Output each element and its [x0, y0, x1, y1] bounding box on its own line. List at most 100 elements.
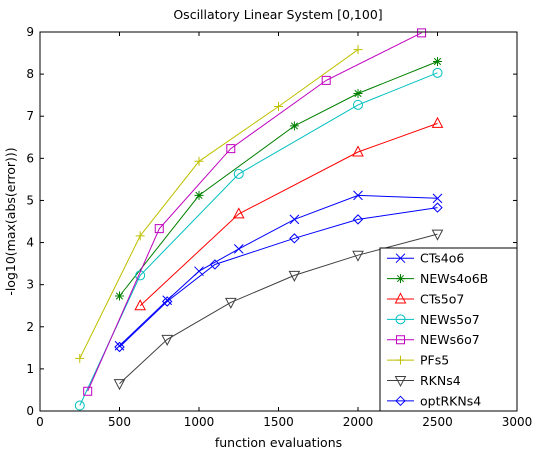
x-tick-label: 0	[36, 415, 44, 429]
y-tick-label: 1	[26, 362, 34, 376]
data-point	[353, 190, 363, 201]
data-point	[115, 291, 124, 301]
legend-item: CTs5o7	[387, 291, 464, 306]
y-tick-label: 5	[26, 193, 34, 207]
legend-item: RKNs4	[387, 373, 461, 388]
series-NEWs6o7	[83, 28, 427, 396]
data-point	[352, 214, 364, 225]
legend-label: CTs5o7	[420, 291, 464, 306]
data-point	[352, 145, 364, 157]
data-point	[135, 231, 145, 241]
legend-label: NEWs5o7	[420, 312, 480, 327]
series-layer	[74, 28, 444, 411]
data-point	[432, 202, 443, 213]
data-point	[161, 296, 173, 307]
data-point	[226, 144, 236, 154]
legend-item: PFs5	[387, 353, 449, 368]
data-point	[353, 45, 363, 55]
data-point	[154, 224, 164, 234]
data-point	[432, 67, 443, 78]
series-CTs4o6	[114, 190, 443, 351]
data-point	[431, 229, 444, 241]
legend: CTs4o6 NEWs4o6B CTs5o7 NEWs5o7 NEWs6o7 PFs5 RK…	[379, 247, 518, 412]
y-tick-label: 7	[26, 109, 34, 123]
y-tick-label: 0	[26, 404, 34, 418]
legend-label: NEWs4o6B	[420, 271, 488, 286]
plot-frame	[39, 31, 518, 412]
x-tick-label: 2500	[422, 415, 453, 429]
legend-marker	[395, 395, 406, 407]
data-point	[113, 379, 126, 391]
legend-marker	[394, 292, 407, 304]
data-point	[417, 28, 427, 38]
data-point	[114, 341, 125, 353]
data-point	[432, 193, 443, 204]
y-tick-label: 6	[26, 151, 34, 165]
legend-marker	[394, 375, 407, 388]
series-line	[119, 207, 438, 348]
data-point	[233, 168, 244, 179]
y-tick-label: 2	[26, 320, 34, 334]
data-point	[75, 353, 85, 363]
y-tick-label: 8	[26, 67, 34, 81]
chart-title: Oscillatory Linear System [0,100]	[173, 7, 382, 22]
series-line	[119, 233, 438, 384]
series-PFs5	[75, 45, 363, 363]
x-tick-label: 3000	[502, 415, 533, 429]
data-point	[289, 214, 300, 225]
data-point	[431, 116, 444, 128]
legend-label: CTs4o6	[420, 251, 464, 266]
data-point	[232, 207, 245, 219]
data-point	[233, 244, 244, 254]
series-RKNs4	[113, 229, 444, 391]
legend-item: NEWs5o7	[387, 312, 480, 327]
legend-item: NEWs6o7	[387, 332, 480, 347]
data-point	[352, 250, 364, 262]
data-point	[289, 233, 300, 244]
y-axis-label: -log10(max(abs(error)))	[3, 147, 18, 295]
x-tick-label: 2000	[343, 415, 374, 429]
data-point	[289, 121, 299, 131]
legend-marker	[396, 335, 405, 345]
y-tick-label: 9	[26, 25, 34, 39]
axis-ticks: 0 500 1000 1500 2000 2500 3000 0 1 2 3 4 5 6 7 8 9	[26, 25, 532, 429]
legend-box	[379, 247, 518, 412]
data-point	[274, 102, 283, 112]
data-point	[194, 190, 204, 200]
data-point	[134, 299, 146, 311]
data-point	[433, 56, 442, 66]
legend-label: NEWs6o7	[420, 332, 480, 347]
legend-label: PFs5	[420, 353, 449, 368]
series-CTs5o7	[134, 116, 444, 311]
data-point	[353, 88, 363, 98]
data-point	[209, 259, 221, 270]
legend-item: CTs4o6	[387, 251, 464, 266]
data-point	[288, 270, 301, 282]
legend-marker	[396, 355, 405, 365]
y-tick-label: 3	[26, 278, 34, 292]
series-optRKNs4	[114, 202, 443, 353]
legend-marker	[395, 314, 406, 325]
data-point	[224, 297, 237, 309]
series-line	[87, 32, 422, 392]
series-NEWs4o6B	[115, 56, 442, 301]
legend-item: optRKNs4	[387, 393, 481, 408]
x-tick-label: 1500	[263, 415, 294, 429]
x-tick-label: 1000	[184, 415, 215, 429]
data-point	[353, 99, 363, 110]
legend-item: NEWs4o6B	[387, 271, 488, 286]
x-tick-label: 500	[108, 415, 131, 429]
data-point	[74, 400, 85, 411]
legend-marker	[395, 253, 406, 264]
data-point	[83, 386, 93, 396]
legend-label: optRKNs4	[420, 393, 481, 408]
series-line	[139, 122, 438, 307]
y-tick-label: 4	[26, 236, 34, 250]
legend-marker	[396, 274, 405, 284]
x-axis-label: function evaluations	[215, 435, 342, 450]
data-point	[321, 75, 331, 85]
legend-label: RKNs4	[420, 373, 461, 388]
data-point	[161, 334, 174, 346]
data-point	[194, 156, 204, 166]
